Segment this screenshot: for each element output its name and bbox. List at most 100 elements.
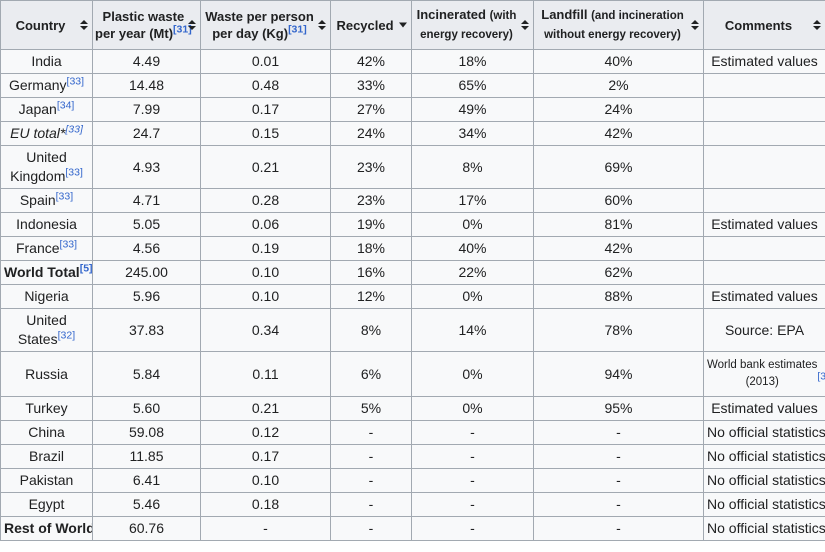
table-row: United States[32] 37.83 0.34 8% 14% 78% Source… <box>0 308 825 352</box>
comment-text: No official statistics <box>707 496 825 512</box>
recycled-cell: - <box>330 444 412 469</box>
recycled-cell: - <box>330 516 412 541</box>
comment-text: Estimated values <box>711 53 818 69</box>
landfill-cell: 88% <box>533 284 704 309</box>
country-cell: India <box>0 49 93 74</box>
comment-cell: No official statistics <box>703 468 825 493</box>
table-row: EU total*[33] 24.7 0.15 24% 34% 42% <box>0 121 825 146</box>
country-cell: Russia <box>0 351 93 397</box>
table-row: India 4.49 0.01 42% 18% 40% Estimated values <box>0 49 825 74</box>
per-day-cell: 0.19 <box>200 236 331 261</box>
per-day-cell: 0.11 <box>200 351 331 397</box>
comment-cell: Source: EPA <box>703 308 825 352</box>
landfill-cell: 94% <box>533 351 704 397</box>
per-day-cell: 0.17 <box>200 444 331 469</box>
reference-link[interactable]: [35] <box>817 370 824 383</box>
landfill-cell: 2% <box>533 73 704 98</box>
column-title: Landfill <box>541 7 588 22</box>
column-header-comments[interactable]: Comments <box>703 0 825 50</box>
country-name: Brazil <box>28 448 64 464</box>
country-cell: United Kingdom[33] <box>0 145 93 189</box>
incinerated-cell: 17% <box>411 188 534 213</box>
reference-link[interactable]: [33] <box>59 238 78 251</box>
recycled-cell: - <box>330 420 412 445</box>
table-row: France[33] 4.56 0.19 18% 40% 42% <box>0 236 825 261</box>
reference-link[interactable]: [33] <box>65 166 83 179</box>
column-header-incinerated[interactable]: Incinerated (with energy recovery) <box>411 0 534 50</box>
comment-text: Estimated values <box>711 288 818 304</box>
incinerated-cell: 49% <box>411 97 534 122</box>
reference-link[interactable]: [31] <box>288 23 307 36</box>
country-cell: EU total*[33] <box>0 121 93 146</box>
incinerated-cell: - <box>411 420 534 445</box>
landfill-cell: - <box>533 444 704 469</box>
recycled-cell: 16% <box>330 260 412 285</box>
per-year-cell: 5.46 <box>92 492 201 517</box>
comment-text: World bank estimates (2013) <box>707 359 818 388</box>
comment-text: No official statistics <box>707 472 825 488</box>
recycled-cell: 33% <box>330 73 412 98</box>
per-year-cell: 7.99 <box>92 97 201 122</box>
landfill-cell: 24% <box>533 97 704 122</box>
comment-text: No official statistics <box>707 448 825 464</box>
country-cell: Japan[34] <box>0 97 93 122</box>
comment-cell <box>703 73 825 98</box>
table-row: Turkey 5.60 0.21 5% 0% 95% Estimated values <box>0 396 825 421</box>
recycled-cell: 12% <box>330 284 412 309</box>
comment-cell: World bank estimates (2013)[35] <box>703 351 825 397</box>
table-row: Russia 5.84 0.11 6% 0% 94% World bank estimate… <box>0 351 825 397</box>
landfill-cell: 78% <box>533 308 704 352</box>
column-header-text: Recycled <box>336 17 393 34</box>
column-header-recycled[interactable]: Recycled <box>330 0 412 50</box>
reference-link[interactable]: [33] <box>55 190 74 203</box>
column-header-waste-per-person-per-day[interactable]: Waste per person per day (Kg)[31] <box>200 0 331 50</box>
recycled-cell: 18% <box>330 236 412 261</box>
landfill-cell: - <box>533 492 704 517</box>
column-header-country[interactable]: Country <box>0 0 93 50</box>
per-day-cell: 0.21 <box>200 396 331 421</box>
table-row: World Total[5] 245.00 0.10 16% 22% 62% <box>0 260 825 285</box>
country-cell: Turkey <box>0 396 93 421</box>
column-header-plastic-waste-per-year[interactable]: Plastic waste per year (Mt)[31] <box>92 0 201 50</box>
country-name: Egypt <box>28 496 65 512</box>
country-name: United States <box>17 312 67 347</box>
column-header-text: Incinerated (with energy recovery) <box>417 6 517 44</box>
per-day-cell: 0.10 <box>200 260 331 285</box>
column-header-landfill[interactable]: Landfill (and incineration without energy… <box>533 0 704 50</box>
country-cell: Egypt <box>0 492 93 517</box>
landfill-cell: 42% <box>533 236 704 261</box>
country-name: France <box>15 240 60 256</box>
column-title: Waste per person <box>205 9 314 24</box>
per-year-cell: 245.00 <box>92 260 201 285</box>
table-row: Egypt 5.46 0.18- - - No official statistics <box>0 492 825 517</box>
comment-cell <box>703 145 825 189</box>
landfill-cell: - <box>533 468 704 493</box>
comment-cell: Estimated values <box>703 212 825 237</box>
incinerated-cell: 0% <box>411 396 534 421</box>
reference-link[interactable]: [5] <box>79 262 93 275</box>
column-title: Country <box>15 17 66 33</box>
landfill-cell: 60% <box>533 188 704 213</box>
incinerated-cell: 0% <box>411 284 534 309</box>
table-row: Japan[34] 7.99 0.17 27% 49% 24% <box>0 97 825 122</box>
country-name: United Kingdom <box>10 149 67 184</box>
table-row: Germany[33] 14.48 0.48 33% 65% 2% <box>0 73 825 98</box>
sort-descending-icon <box>398 23 407 28</box>
comment-cell: No official statistics <box>703 420 825 445</box>
reference-link[interactable]: [32] <box>57 329 76 342</box>
reference-link[interactable]: [33] <box>66 75 85 88</box>
country-cell: Indonesia <box>0 212 93 237</box>
country-name: EU total* <box>10 125 66 141</box>
column-title: Incinerated <box>416 7 486 22</box>
table-row: Spain[33] 4.71 0.28 23% 17% 60% <box>0 188 825 213</box>
landfill-cell: 42% <box>533 121 704 146</box>
recycled-cell: 8% <box>330 308 412 352</box>
table-row: United Kingdom[33] 4.93 0.21 23% 8% 69% <box>0 145 825 189</box>
table-header: Country Plastic waste per year (Mt)[31] Was… <box>0 0 825 50</box>
landfill-cell: - <box>533 516 704 541</box>
country-name: World Total <box>4 264 80 280</box>
reference-link[interactable]: [31] <box>173 23 192 36</box>
reference-link[interactable]: [33] <box>65 123 83 136</box>
reference-link[interactable]: [34] <box>56 99 75 112</box>
per-day-cell: 0.12 <box>200 420 331 445</box>
